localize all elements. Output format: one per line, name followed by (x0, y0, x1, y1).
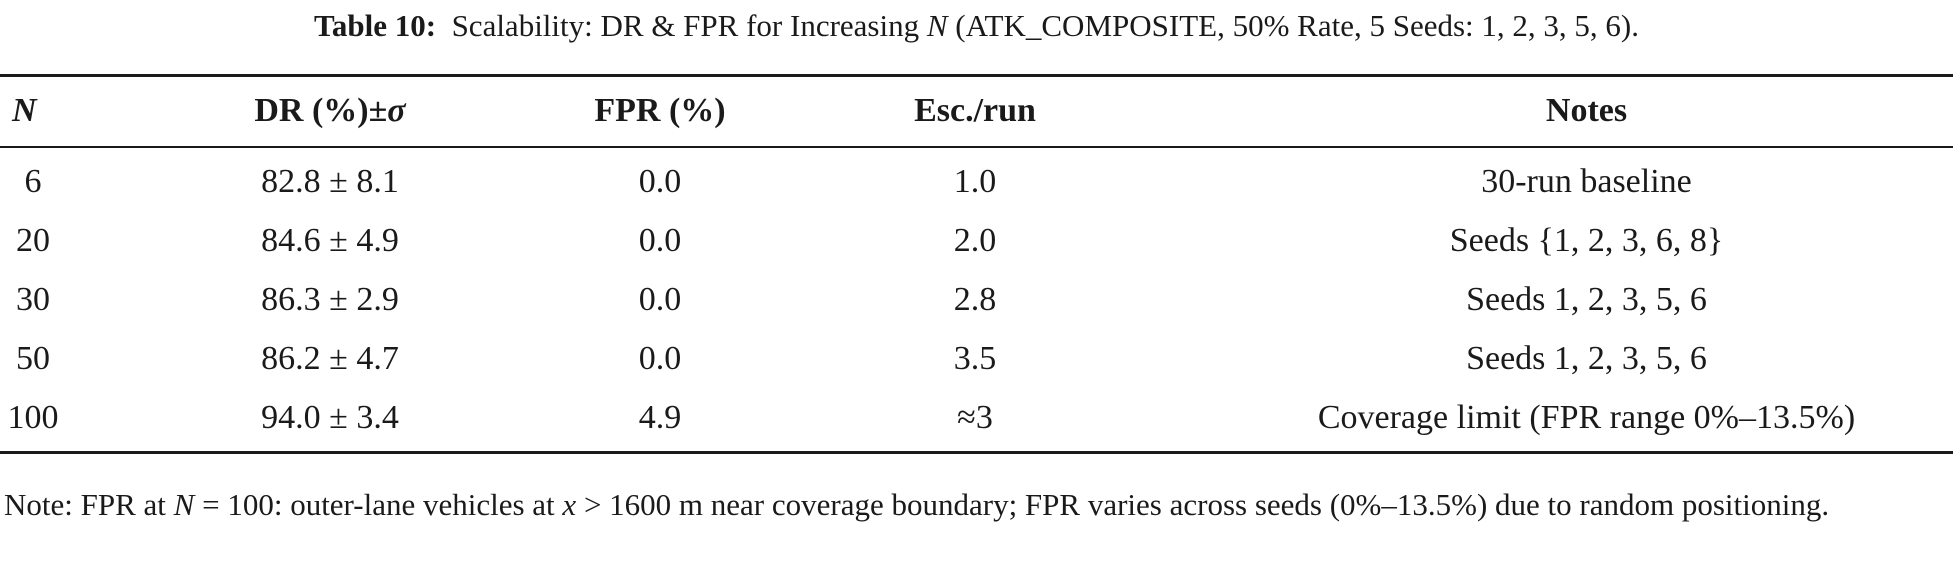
header-fpr: FPR (%) (594, 92, 726, 129)
table-row: 6 82.8 ± 8.1 0.0 1.0 30-run baseline (0, 152, 1953, 212)
cell-n: 30 (16, 281, 50, 318)
note-part3: > 1600 m near coverage boundary; FPR var… (583, 487, 1830, 522)
note-x-symbol: x (562, 487, 577, 522)
note-part1: Note: FPR at (4, 487, 166, 522)
note-part2: = 100: outer-lane vehicles at (202, 487, 555, 522)
cell-n: 100 (7, 399, 59, 436)
cell-dr: 94.0 ± 3.4 (261, 399, 399, 436)
table-row: 30 86.3 ± 2.9 0.0 2.8 Seeds 1, 2, 3, 5, … (0, 270, 1953, 330)
header-n: N (12, 92, 37, 129)
table-row: 50 86.2 ± 4.7 0.0 3.5 Seeds 1, 2, 3, 5, … (0, 329, 1953, 389)
header-esc: Esc./run (914, 92, 1036, 129)
header-dr-label: DR (%)± (254, 92, 388, 129)
cell-n: 50 (16, 340, 50, 377)
table-caption: Table 10: Scalability: DR & FPR for Incr… (0, 6, 1953, 46)
header-dr: DR (%)±σ (170, 81, 490, 141)
cell-dr: 86.2 ± 4.7 (261, 340, 399, 377)
cell-dr: 84.6 ± 4.9 (261, 222, 399, 259)
cell-esc: 3.5 (953, 340, 997, 377)
table-top-rule (0, 74, 1953, 77)
cell-dr: 86.3 ± 2.9 (261, 281, 399, 318)
cell-fpr: 0.0 (638, 340, 682, 377)
cell-fpr: 0.0 (638, 222, 682, 259)
caption-n-symbol: N (926, 8, 948, 43)
cell-fpr: 0.0 (638, 163, 682, 200)
cell-notes: 30-run baseline (1481, 163, 1692, 200)
cell-fpr: 4.9 (638, 399, 682, 436)
cell-n: 6 (24, 163, 42, 200)
cell-esc: 2.8 (953, 281, 997, 318)
table-header-row: N DR (%)±σ FPR (%) Esc./run Notes (0, 81, 1953, 141)
caption-label: Table 10: (314, 8, 437, 43)
header-notes: Notes (1545, 92, 1628, 129)
caption-text-before: Scalability: DR & FPR for Increasing (451, 8, 920, 43)
table-row: 100 94.0 ± 3.4 4.9 ≈3 Coverage limit (FP… (0, 388, 1953, 448)
note-n-symbol: N (173, 487, 195, 522)
cell-esc: 1.0 (953, 163, 997, 200)
table-bottom-rule (0, 451, 1953, 454)
header-dr-sigma: σ (387, 92, 406, 129)
cell-notes: Seeds {1, 2, 3, 6, 8} (1449, 222, 1724, 259)
scalability-table: N DR (%)±σ FPR (%) Esc./run Notes 6 82.8… (0, 81, 1953, 448)
cell-notes: Coverage limit (FPR range 0%–13.5%) (1317, 399, 1856, 436)
cell-esc: ≈3 (957, 399, 993, 436)
cell-n: 20 (16, 222, 50, 259)
table-header-rule (0, 146, 1953, 148)
table-footnote: Note: FPR at N = 100: outer-lane vehicle… (4, 484, 1949, 526)
cell-dr: 82.8 ± 8.1 (261, 163, 399, 200)
table-row: 20 84.6 ± 4.9 0.0 2.0 Seeds {1, 2, 3, 6,… (0, 211, 1953, 271)
cell-esc: 2.0 (953, 222, 997, 259)
cell-notes: Seeds 1, 2, 3, 5, 6 (1466, 340, 1707, 377)
cell-fpr: 0.0 (638, 281, 682, 318)
caption-text-after: (ATK_COMPOSITE, 50% Rate, 5 Seeds: 1, 2,… (955, 8, 1639, 43)
cell-notes: Seeds 1, 2, 3, 5, 6 (1466, 281, 1707, 318)
